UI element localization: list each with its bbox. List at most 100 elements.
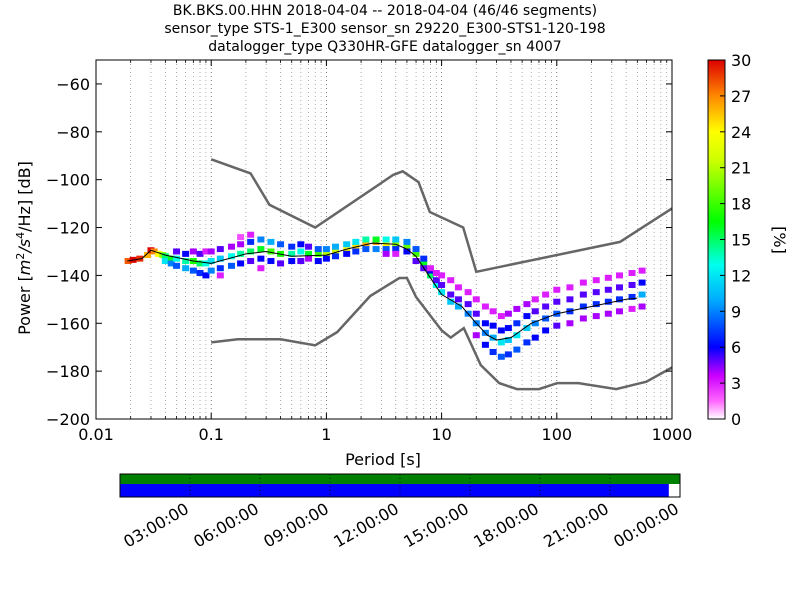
histogram-cell (322, 250, 330, 257)
histogram-cell (412, 250, 420, 257)
histogram-cell (403, 238, 411, 245)
histogram-cell (579, 291, 587, 298)
histogram-cell (207, 267, 215, 274)
histogram-cell (420, 255, 428, 262)
histogram-cell (382, 246, 390, 253)
colorbar-tick-label: 6 (731, 338, 741, 357)
histogram-cell (615, 296, 623, 303)
histogram-cell (237, 234, 245, 241)
timeline-tick-label: 12:00:00 (330, 499, 402, 551)
histogram-cell (247, 231, 255, 238)
histogram-cell (628, 293, 636, 300)
histogram-cell (167, 260, 175, 267)
histogram-cell (202, 248, 210, 255)
histogram-cell (447, 291, 455, 298)
y-axis-label-s: /s (15, 239, 34, 255)
histogram-cell (382, 236, 390, 243)
histogram-cell (173, 262, 181, 269)
x-tick-label: 1000 (652, 425, 693, 444)
histogram-cell (504, 337, 512, 344)
histogram-cell (615, 272, 623, 279)
histogram-cell (432, 277, 440, 284)
histogram-cell (615, 308, 623, 315)
colorbar-tick-label: 24 (731, 123, 751, 142)
histogram-cell (438, 281, 446, 288)
histogram-cell (542, 327, 550, 334)
histogram-cell (615, 284, 623, 291)
histogram-cell (438, 289, 446, 296)
histogram-cell (472, 310, 480, 317)
y-tick-label: −160 (46, 314, 90, 333)
y-axis-label-tail: /Hz] [dB] (15, 161, 34, 232)
histogram-cell (523, 339, 531, 346)
histogram-cell (604, 286, 612, 293)
curves (127, 158, 673, 391)
histogram-cell (216, 265, 224, 272)
histogram-cell (216, 272, 224, 279)
histogram-cell (489, 308, 497, 315)
x-tick-label: 0.1 (198, 425, 223, 444)
histogram-cell (297, 248, 305, 255)
histogram-cell (237, 250, 245, 257)
histogram-cell (628, 281, 636, 288)
histogram-cell (454, 303, 462, 310)
histogram-cell (566, 284, 574, 291)
y-tick-label: −60 (56, 75, 90, 94)
histogram-cell (227, 253, 235, 260)
colorbar-ticks: 0 3 6 9 12 15 18 21 24 27 30 (720, 51, 751, 429)
y-axis-label-m: m (15, 260, 34, 276)
colorbar-tick-label: 12 (731, 266, 751, 285)
y-axis-ticks: −60 −80 −100 −120 −140 −160 −180 −200 (46, 75, 672, 429)
histogram-cell (426, 272, 434, 279)
histogram-cell (438, 272, 446, 279)
timeline-tick-label: 06:00:00 (190, 499, 262, 551)
histogram-cell (267, 238, 275, 245)
histogram-cell (216, 255, 224, 262)
coverage-timeline: 03:00:0006:00:0009:00:0012:00:0015:00:00… (119, 473, 682, 551)
histogram-cell (523, 325, 531, 332)
histogram-cell (288, 258, 296, 265)
histogram-cell (472, 332, 480, 339)
histogram-cell (372, 246, 380, 253)
histogram-cell (432, 281, 440, 288)
histogram-cell (362, 236, 370, 243)
histogram-cell (504, 325, 512, 332)
histogram-cell (247, 258, 255, 265)
median-line (127, 242, 638, 341)
histogram-cell (352, 238, 360, 245)
histogram-cell (161, 258, 169, 265)
histogram-cell (531, 334, 539, 341)
histogram-cell (392, 236, 400, 243)
y-tick-label: −100 (46, 171, 90, 190)
histogram-cell (182, 258, 190, 265)
histogram-cell (531, 320, 539, 327)
y-axis-label: Power [m2/s4/Hz] [dB] (14, 161, 34, 335)
histogram-cell (155, 250, 163, 257)
histogram-cell (454, 296, 462, 303)
histogram-cell (392, 246, 400, 253)
histogram-cell (144, 252, 152, 259)
timeline-tick-label: 21:00:00 (540, 499, 612, 551)
histogram-cell (592, 301, 600, 308)
histogram-cell (257, 255, 265, 262)
histogram-cell (638, 267, 646, 274)
title-line-datalogger: datalogger_type Q330HR-GFE datalogger_sn… (208, 39, 562, 55)
histogram-cell (305, 250, 313, 257)
histogram-cell (196, 270, 204, 277)
colorbar-tick-label: 15 (731, 231, 751, 250)
histogram-cell (196, 260, 204, 267)
histogram-cell (237, 260, 245, 267)
colorbar-tick-label: 21 (731, 159, 751, 178)
histogram-cell (257, 265, 265, 272)
histogram-cell (592, 313, 600, 320)
histogram-cell (247, 238, 255, 245)
colorbar-tick-label: 3 (731, 374, 741, 393)
histogram-cell (216, 246, 224, 253)
histogram-cell (542, 291, 550, 298)
histogram-cell (322, 255, 330, 262)
histogram-cell (332, 248, 340, 255)
histogram-cell (432, 270, 440, 277)
histogram-cell (579, 279, 587, 286)
histogram-cell (362, 246, 370, 253)
y-tick-label: −200 (46, 410, 90, 429)
